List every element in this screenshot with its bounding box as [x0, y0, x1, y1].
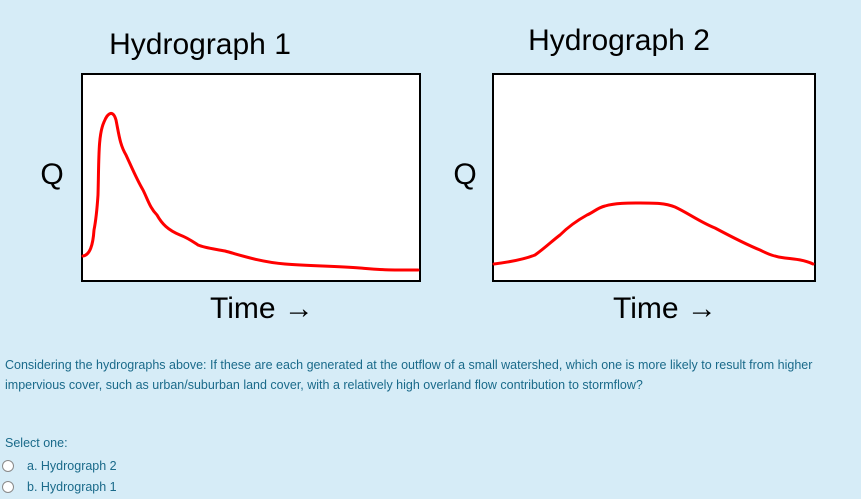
hydrograph-2-curve — [492, 201, 815, 266]
option-a-radio[interactable] — [2, 460, 14, 472]
option-b-radio[interactable] — [2, 481, 14, 493]
question-text: Considering the hydrographs above: If th… — [5, 358, 813, 392]
hydrograph-2-x-label: Time → — [613, 292, 717, 325]
select-one-label: Select one: — [5, 436, 68, 450]
hydrograph-figure-svg: Hydrograph 1 Q Time → Hydrograph 2 Q Tim… — [40, 24, 816, 325]
hydrograph-1-title: Hydrograph 1 — [109, 28, 291, 61]
option-a[interactable]: a. Hydrograph 2 — [0, 456, 117, 476]
hydrograph-1-x-label: Time → — [210, 292, 314, 325]
option-b-label: b. Hydrograph 1 — [27, 480, 117, 494]
option-a-label: a. Hydrograph 2 — [27, 459, 117, 473]
hydrograph-2-y-label: Q — [453, 158, 476, 191]
option-b[interactable]: b. Hydrograph 1 — [0, 477, 117, 497]
hydrograph-2-title: Hydrograph 2 — [528, 24, 710, 57]
hydrograph-1-plot-frame — [81, 73, 421, 282]
hydrograph-figure: Hydrograph 1 Q Time → Hydrograph 2 Q Tim… — [40, 24, 816, 325]
hydrograph-1-curve — [81, 112, 420, 272]
hydrograph-1-y-label: Q — [40, 158, 63, 191]
